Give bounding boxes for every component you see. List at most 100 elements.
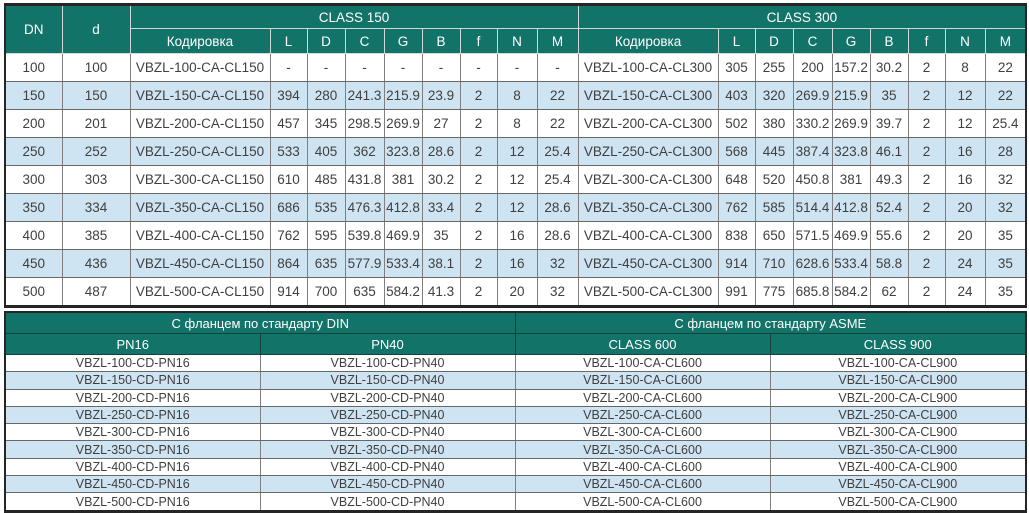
cell-cl150-c: 431.8: [344, 165, 385, 194]
cell-code-pn16: VBZL-100-CD-PN16: [4, 353, 261, 373]
cell-d: 487: [61, 277, 131, 307]
cell-cl300-d: 775: [754, 277, 794, 307]
cell-cl300-d: 650: [754, 221, 794, 250]
cell-code-pn16: VBZL-250-CD-PN16: [4, 405, 261, 425]
cell-code-pn40: VBZL-300-CD-PN40: [259, 423, 516, 442]
cell-cl300-code: VBZL-400-CA-CL300: [577, 221, 719, 250]
cell-cl300-n: 20: [944, 221, 986, 250]
cell-cl300-b: 35: [869, 81, 909, 110]
cell-cl300-c: 685.8: [792, 277, 833, 307]
cell-d: 436: [61, 249, 131, 278]
cell-cl300-n: 8: [944, 53, 986, 82]
group-header-class300: CLASS 300: [577, 4, 1027, 29]
col-header-cl150-d: D: [306, 28, 346, 54]
cell-cl300-f: 2: [907, 81, 946, 110]
cell-cl300-l: 838: [717, 221, 756, 250]
dimensions-row-dn-250: 250 252 VBZL-250-CA-CL150 533 405 362 323.8 28.…: [4, 137, 1027, 166]
cell-cl300-f: 2: [907, 277, 946, 307]
group-header-asme: С фланцем по стандарту ASME: [514, 311, 1027, 334]
dimensions-row-dn-150: 150 150 VBZL-150-CA-CL150 394 280 241.3 215.9 2…: [4, 81, 1027, 110]
cell-cl300-c: 387.4: [792, 137, 833, 166]
cell-cl150-m: 22: [536, 81, 579, 110]
cell-code-class600: VBZL-100-CA-CL600: [514, 353, 771, 373]
cell-code-pn16: VBZL-450-CD-PN16: [4, 475, 261, 494]
cell-cl150-n: 8: [496, 109, 538, 138]
cell-cl300-f: 2: [907, 249, 946, 278]
cell-cl300-d: 585: [754, 193, 794, 222]
cell-cl300-c: 450.8: [792, 165, 833, 194]
cell-code-class900: VBZL-300-CA-CL900: [769, 423, 1027, 442]
cell-cl150-d: 280: [306, 81, 346, 110]
cell-cl300-d: 255: [754, 53, 794, 82]
flange-codes-table-header: С фланцем по стандарту DIN С фланцем по …: [4, 311, 1027, 355]
cell-cl150-g: 269.9: [383, 109, 423, 138]
cell-d: 201: [61, 109, 131, 138]
col-header-cl150-f: f: [459, 28, 498, 54]
cell-cl300-b: 30.2: [869, 53, 909, 82]
cell-cl300-n: 16: [944, 137, 986, 166]
cell-cl300-c: 571.5: [792, 221, 833, 250]
cell-cl150-m: -: [536, 53, 579, 82]
cell-cl300-g: 215.9: [831, 81, 871, 110]
col-header-cl150-l: L: [269, 28, 308, 54]
cell-dn: 450: [4, 249, 63, 278]
cell-cl300-code: VBZL-250-CA-CL300: [577, 137, 719, 166]
cell-cl300-l: 502: [717, 109, 756, 138]
cell-cl150-g: 323.8: [383, 137, 423, 166]
cell-cl150-f: 2: [459, 193, 498, 222]
cell-dn: 300: [4, 165, 63, 194]
col-header-cl300-d: D: [754, 28, 794, 54]
cell-cl150-b: 23.9: [421, 81, 461, 110]
cell-dn: 100: [4, 53, 63, 82]
cell-cl150-f: 2: [459, 109, 498, 138]
cell-cl150-m: 28.6: [536, 193, 579, 222]
col-header-cl300-m: M: [984, 28, 1027, 54]
cell-cl300-g: 269.9: [831, 109, 871, 138]
cell-cl150-g: 412.8: [383, 193, 423, 222]
dimensions-table-body: 100 100 VBZL-100-CA-CL150- - - - - - - - VBZL-100-…: [4, 53, 1027, 307]
cell-cl300-b: 49.3: [869, 165, 909, 194]
cell-cl300-m: 35: [984, 249, 1027, 278]
cell-cl150-code: VBZL-350-CA-CL150: [129, 193, 271, 222]
cell-cl300-b: 58.8: [869, 249, 909, 278]
col-header-cl300-g: G: [831, 28, 871, 54]
dimensions-row-dn-400: 400 385 VBZL-400-CA-CL150 762 595 539.8 469.9 3…: [4, 221, 1027, 250]
cell-code-class600: VBZL-250-CA-CL600: [514, 405, 771, 425]
col-header-cl150-m: M: [536, 28, 579, 54]
cell-cl300-code: VBZL-350-CA-CL300: [577, 193, 719, 222]
cell-cl300-m: 22: [984, 81, 1027, 110]
cell-cl300-code: VBZL-150-CA-CL300: [577, 81, 719, 110]
cell-cl300-d: 320: [754, 81, 794, 110]
cell-cl300-n: 12: [944, 81, 986, 110]
cell-cl300-f: 2: [907, 109, 946, 138]
cell-cl150-g: 533.4: [383, 249, 423, 278]
cell-code-class600: VBZL-450-CA-CL600: [514, 475, 771, 494]
cell-code-class600: VBZL-350-CA-CL600: [514, 440, 771, 459]
col-header-cl300-code: Кодировка: [577, 28, 719, 54]
cell-cl300-n: 16: [944, 165, 986, 194]
cell-cl150-m: 25.4: [536, 165, 579, 194]
cell-cl150-b: 35: [421, 221, 461, 250]
cell-code-class900: VBZL-200-CA-CL900: [769, 388, 1027, 407]
cell-cl150-code: VBZL-500-CA-CL150: [129, 277, 271, 307]
cell-code-pn16: VBZL-200-CD-PN16: [4, 388, 261, 407]
cell-cl300-f: 2: [907, 221, 946, 250]
cell-code-class900: VBZL-100-CA-CL900: [769, 353, 1027, 373]
cell-code-pn16: VBZL-500-CD-PN16: [4, 492, 261, 512]
code-row: VBZL-500-CD-PN16 VBZL-500-CD-PN40 VBZL-500…: [4, 492, 1027, 512]
cell-cl150-n: 12: [496, 165, 538, 194]
cell-cl150-code: VBZL-400-CA-CL150: [129, 221, 271, 250]
cell-cl150-n: 20: [496, 277, 538, 307]
cell-cl300-l: 568: [717, 137, 756, 166]
cell-cl150-d: 595: [306, 221, 346, 250]
cell-cl300-g: 381: [831, 165, 871, 194]
cell-cl150-b: 27: [421, 109, 461, 138]
code-row: VBZL-200-CD-PN16 VBZL-200-CD-PN40 VBZL-200…: [4, 388, 1027, 407]
cell-cl300-d: 710: [754, 249, 794, 278]
cell-cl150-b: -: [421, 53, 461, 82]
cell-cl150-l: 610: [269, 165, 308, 194]
cell-code-class900: VBZL-450-CA-CL900: [769, 475, 1027, 494]
cell-cl150-n: 16: [496, 249, 538, 278]
